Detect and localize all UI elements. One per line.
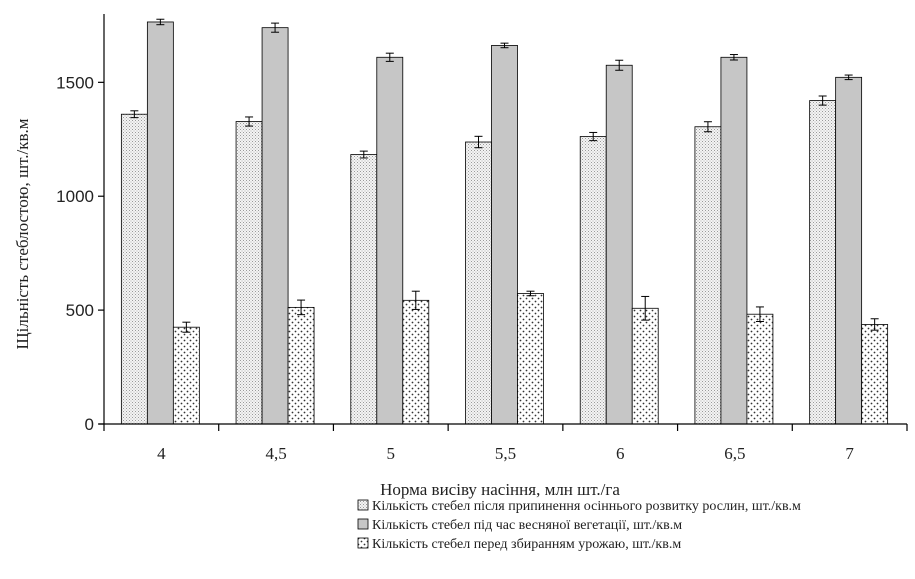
legend-label: Кількість стебел перед збиранням урожаю,… <box>372 537 681 552</box>
x-tick-label: 4,5 <box>265 444 286 463</box>
error-bar-s2-c4 <box>500 42 509 49</box>
error-bar-s3-c6 <box>755 306 764 322</box>
legend-swatch <box>357 518 369 530</box>
bar-s2-c5 <box>605 64 633 425</box>
error-bar-s1-c5 <box>589 131 598 142</box>
error-bar-s1-c2 <box>245 116 254 127</box>
legend: Кількість стебел після припинення осіннь… <box>357 499 801 552</box>
bar-s3-c7 <box>861 324 889 425</box>
bars-layer <box>120 21 889 425</box>
legend-swatch <box>357 537 369 549</box>
bar-s3-c3 <box>402 299 430 425</box>
bar-s1-c4 <box>465 141 492 425</box>
y-axis-title: Щільність стеблостою, шт./кв.м <box>13 118 32 349</box>
x-tick-label: 5 <box>387 444 396 463</box>
error-bar-s3-c1 <box>182 321 191 333</box>
error-bar-s1-c4 <box>474 135 483 149</box>
error-bar-s1-c7 <box>818 95 827 106</box>
error-bar-s2-c7 <box>844 74 853 81</box>
bar-s3-c5 <box>631 307 659 425</box>
x-tick-labels: 4 4,5 5 5,5 6 6,5 7 <box>157 444 854 463</box>
error-bar-s3-c2 <box>297 299 306 316</box>
error-bar-s3-c3 <box>411 290 420 310</box>
error-bar-s2-c6 <box>729 54 738 61</box>
error-bar-s1-c6 <box>703 121 712 133</box>
bar-s1-c6 <box>694 126 722 425</box>
bar-s1-c2 <box>235 121 263 425</box>
y-tick-labels: 0 500 1000 1500 <box>56 73 94 434</box>
legend-label: Кількість стебел під час весняної вегета… <box>372 518 682 533</box>
error-bar-s2-c3 <box>385 52 394 62</box>
bar-s3-c2 <box>287 306 315 425</box>
bar-s2-c3 <box>376 56 404 425</box>
error-bar-s2-c5 <box>615 59 624 71</box>
legend-item-1: Кількість стебел після припинення осіннь… <box>357 499 801 514</box>
bar-s3-c4 <box>517 293 544 425</box>
y-tick-label: 1500 <box>56 73 94 92</box>
legend-item-2: Кількість стебел під час весняної вегета… <box>357 518 682 533</box>
error-bar-s2-c1 <box>156 18 165 26</box>
error-bar-s3-c5 <box>641 295 650 321</box>
y-tick-label: 0 <box>85 415 94 434</box>
bar-s3-c6 <box>746 313 774 425</box>
bar-s1-c3 <box>350 154 378 425</box>
error-bar-s1-c1 <box>130 110 139 119</box>
error-bar-s2-c2 <box>271 22 280 33</box>
x-tick-label: 5,5 <box>495 444 516 463</box>
bar-s3-c1 <box>172 326 200 425</box>
error-bars-layer <box>130 18 879 333</box>
bar-s2-c6 <box>720 56 748 425</box>
bar-s2-c4 <box>491 45 518 425</box>
x-axis-title: Норма висіву насіння, млн шт./га <box>380 480 620 499</box>
x-tick-label: 4 <box>157 444 166 463</box>
error-bar-s3-c4 <box>526 290 535 297</box>
legend-item-3: Кількість стебел перед збиранням урожаю,… <box>357 537 681 552</box>
bar-s1-c1 <box>120 113 148 425</box>
y-tick-label: 1000 <box>56 187 94 206</box>
bar-s2-c1 <box>146 21 174 425</box>
error-bar-s3-c7 <box>870 318 879 331</box>
bar-s1-c7 <box>809 100 837 425</box>
legend-swatch <box>357 499 369 511</box>
bar-s2-c2 <box>261 27 289 425</box>
x-tick-label: 6,5 <box>724 444 745 463</box>
legend-label: Кількість стебел після припинення осіннь… <box>372 499 801 514</box>
bar-s2-c7 <box>835 76 863 425</box>
error-bar-s1-c3 <box>359 150 368 159</box>
bar-s1-c5 <box>579 136 607 425</box>
axes-layer <box>98 14 908 431</box>
x-tick-label: 7 <box>845 444 854 463</box>
y-tick-label: 500 <box>66 301 94 320</box>
x-tick-label: 6 <box>616 444 625 463</box>
